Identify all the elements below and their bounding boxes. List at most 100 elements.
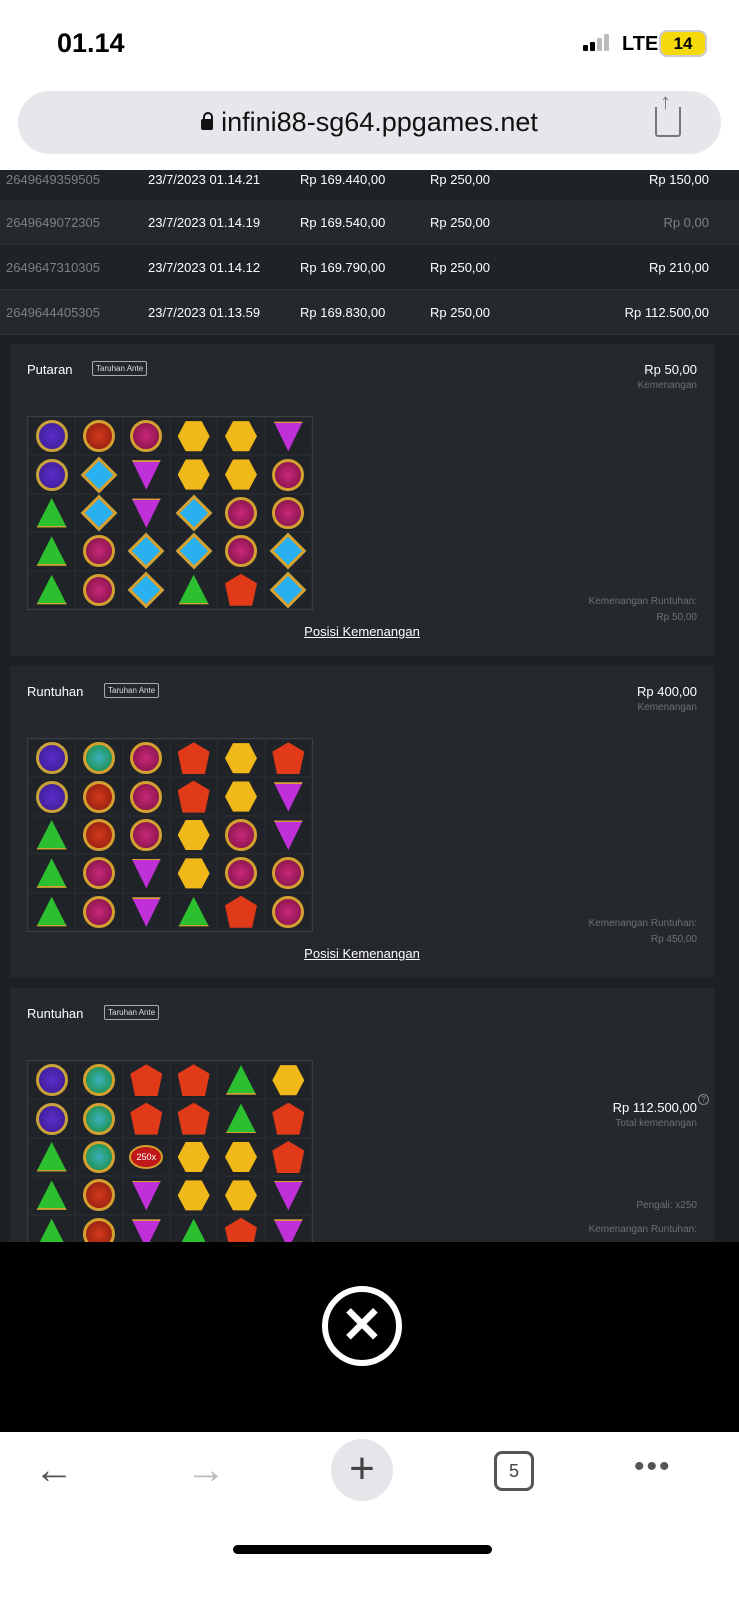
red-pentagon-icon [272, 1102, 305, 1135]
new-tab-button[interactable]: + [331, 1439, 393, 1501]
table-row[interactable]: 2649649072305 23/7/2023 01.14.19 Rp 169.54… [0, 200, 739, 245]
more-icon[interactable]: ••• [634, 1450, 672, 1483]
grid-cell [122, 1061, 170, 1100]
share-icon[interactable] [655, 89, 681, 137]
winning-positions-link[interactable]: Posisi Kemenangan [304, 624, 420, 639]
green-orb-icon [82, 742, 115, 775]
grid-cell [217, 1214, 265, 1242]
grid-cell [264, 532, 312, 571]
yellow-hexagon-icon [224, 421, 257, 452]
grid-cell [264, 854, 312, 893]
yellow-hexagon-icon [272, 1065, 305, 1096]
blue-diamond-icon [80, 494, 118, 532]
grid-cell [122, 1176, 170, 1215]
grid-cell [169, 1137, 218, 1177]
grid-cell [264, 1137, 312, 1177]
winning-positions-link[interactable]: Posisi Kemenangan [304, 946, 420, 961]
grid-cell [28, 1176, 76, 1215]
magenta-ring-icon [82, 535, 115, 568]
yellow-hexagon-icon [224, 1180, 257, 1211]
red-pentagon-icon [224, 1217, 257, 1242]
tabs-button[interactable]: 5 [494, 1451, 534, 1491]
blue-diamond-icon [127, 533, 165, 570]
red-pentagon-icon [130, 1102, 163, 1135]
green-triangle-icon [178, 574, 209, 605]
spin-card: Runtuhan Taruhan Ante Rp 400,00 Kemenangan K… [10, 666, 714, 978]
status-bar: 01.14 LTE 14 [0, 0, 739, 85]
help-icon[interactable]: ? [698, 1094, 709, 1105]
grid-cell [122, 455, 170, 494]
forward-icon[interactable]: → [186, 1448, 226, 1492]
cell-win: Rp 150,00 [649, 172, 709, 187]
purple-triangle-icon [131, 498, 161, 529]
green-triangle-icon [36, 858, 67, 888]
grid-cell [75, 1061, 123, 1100]
grid-cell [169, 892, 218, 931]
table-row[interactable]: 2649649359505 23/7/2023 01.14.21 Rp 169.44… [0, 170, 739, 202]
cell-bet: Rp 250,00 [430, 260, 490, 275]
battery-icon: 14 [659, 30, 707, 57]
grid-cell [75, 1099, 123, 1138]
purple-triangle-icon [273, 1219, 303, 1242]
card-title: Runtuhan [27, 1006, 84, 1021]
table-row[interactable]: 2649647310305 23/7/2023 01.14.12 Rp 169.79… [0, 245, 739, 290]
grid-cell [122, 570, 170, 609]
spin-card: Runtuhan Taruhan Ante? Rp 112.500,00 Total … [10, 988, 714, 1242]
grid-cell [122, 493, 170, 533]
grid-cell [264, 892, 312, 931]
grid-cell [264, 1214, 312, 1242]
home-indicator [233, 1545, 492, 1554]
green-triangle-icon [36, 1141, 67, 1172]
magenta-ring-icon [224, 857, 257, 890]
purple-triangle-icon [131, 1219, 161, 1242]
close-button[interactable]: ✕ [322, 1286, 402, 1366]
purple-orb-icon [35, 1064, 68, 1097]
grid-cell [217, 777, 265, 816]
yellow-hexagon-icon [224, 781, 257, 812]
grid-cell [122, 815, 170, 855]
purple-triangle-icon [131, 897, 161, 927]
grid-cell [75, 417, 123, 456]
grid-cell [264, 777, 312, 816]
symbol-grid: 250x [27, 1060, 313, 1242]
magenta-ring-icon [224, 818, 257, 851]
grid-cell [28, 854, 76, 893]
green-triangle-icon [225, 1065, 257, 1095]
magenta-ring-icon [130, 420, 163, 453]
win-amount: Rp 50,00 [644, 362, 697, 377]
grid-cell [28, 1214, 76, 1242]
blue-diamond-icon [269, 533, 307, 570]
red-pentagon-icon [130, 1064, 163, 1097]
green-triangle-icon [178, 1218, 209, 1242]
blue-diamond-icon [80, 456, 118, 493]
signal-icon [583, 34, 609, 51]
grid-cell [217, 1176, 265, 1215]
magenta-ring-icon [224, 535, 257, 568]
cell-bet: Rp 250,00 [430, 215, 490, 230]
grid-cell [122, 854, 170, 893]
card-title: Putaran [27, 362, 73, 377]
grid-cell [122, 739, 170, 778]
green-orb-icon [82, 1140, 115, 1173]
table-row[interactable]: 2649644405305 23/7/2023 01.13.59 Rp 169.83… [0, 290, 739, 335]
green-triangle-icon [36, 536, 67, 566]
symbol-grid [27, 738, 313, 932]
cell-win: Rp 112.500,00 [624, 305, 709, 320]
grid-cell [75, 493, 123, 533]
grid-cell [264, 417, 312, 456]
browser-toolbar: ← → + 5 ••• [0, 1432, 739, 1600]
blue-diamond-icon [175, 494, 213, 532]
purple-orb-icon [35, 780, 68, 813]
grid-cell [28, 493, 76, 533]
grid-cell [28, 417, 76, 456]
magenta-ring-icon [272, 496, 305, 529]
grid-cell [122, 417, 170, 456]
grid-cell [217, 1137, 265, 1177]
grid-cell [169, 777, 218, 816]
ante-tag: Taruhan Ante [92, 361, 148, 376]
address-bar[interactable]: infini88-sg64.ppgames.net [18, 89, 721, 154]
magenta-ring-icon [272, 895, 305, 928]
grid-cell [75, 1137, 123, 1177]
back-icon[interactable]: ← [34, 1448, 74, 1492]
yellow-hexagon-icon [224, 459, 257, 490]
